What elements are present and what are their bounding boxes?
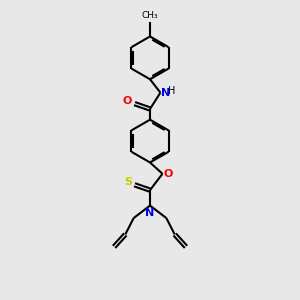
Text: S: S (124, 177, 132, 188)
Text: N: N (161, 88, 170, 98)
Text: O: O (164, 169, 173, 179)
Text: O: O (123, 96, 132, 106)
Text: N: N (146, 208, 154, 218)
Text: CH₃: CH₃ (142, 11, 158, 20)
Text: H: H (167, 86, 175, 96)
